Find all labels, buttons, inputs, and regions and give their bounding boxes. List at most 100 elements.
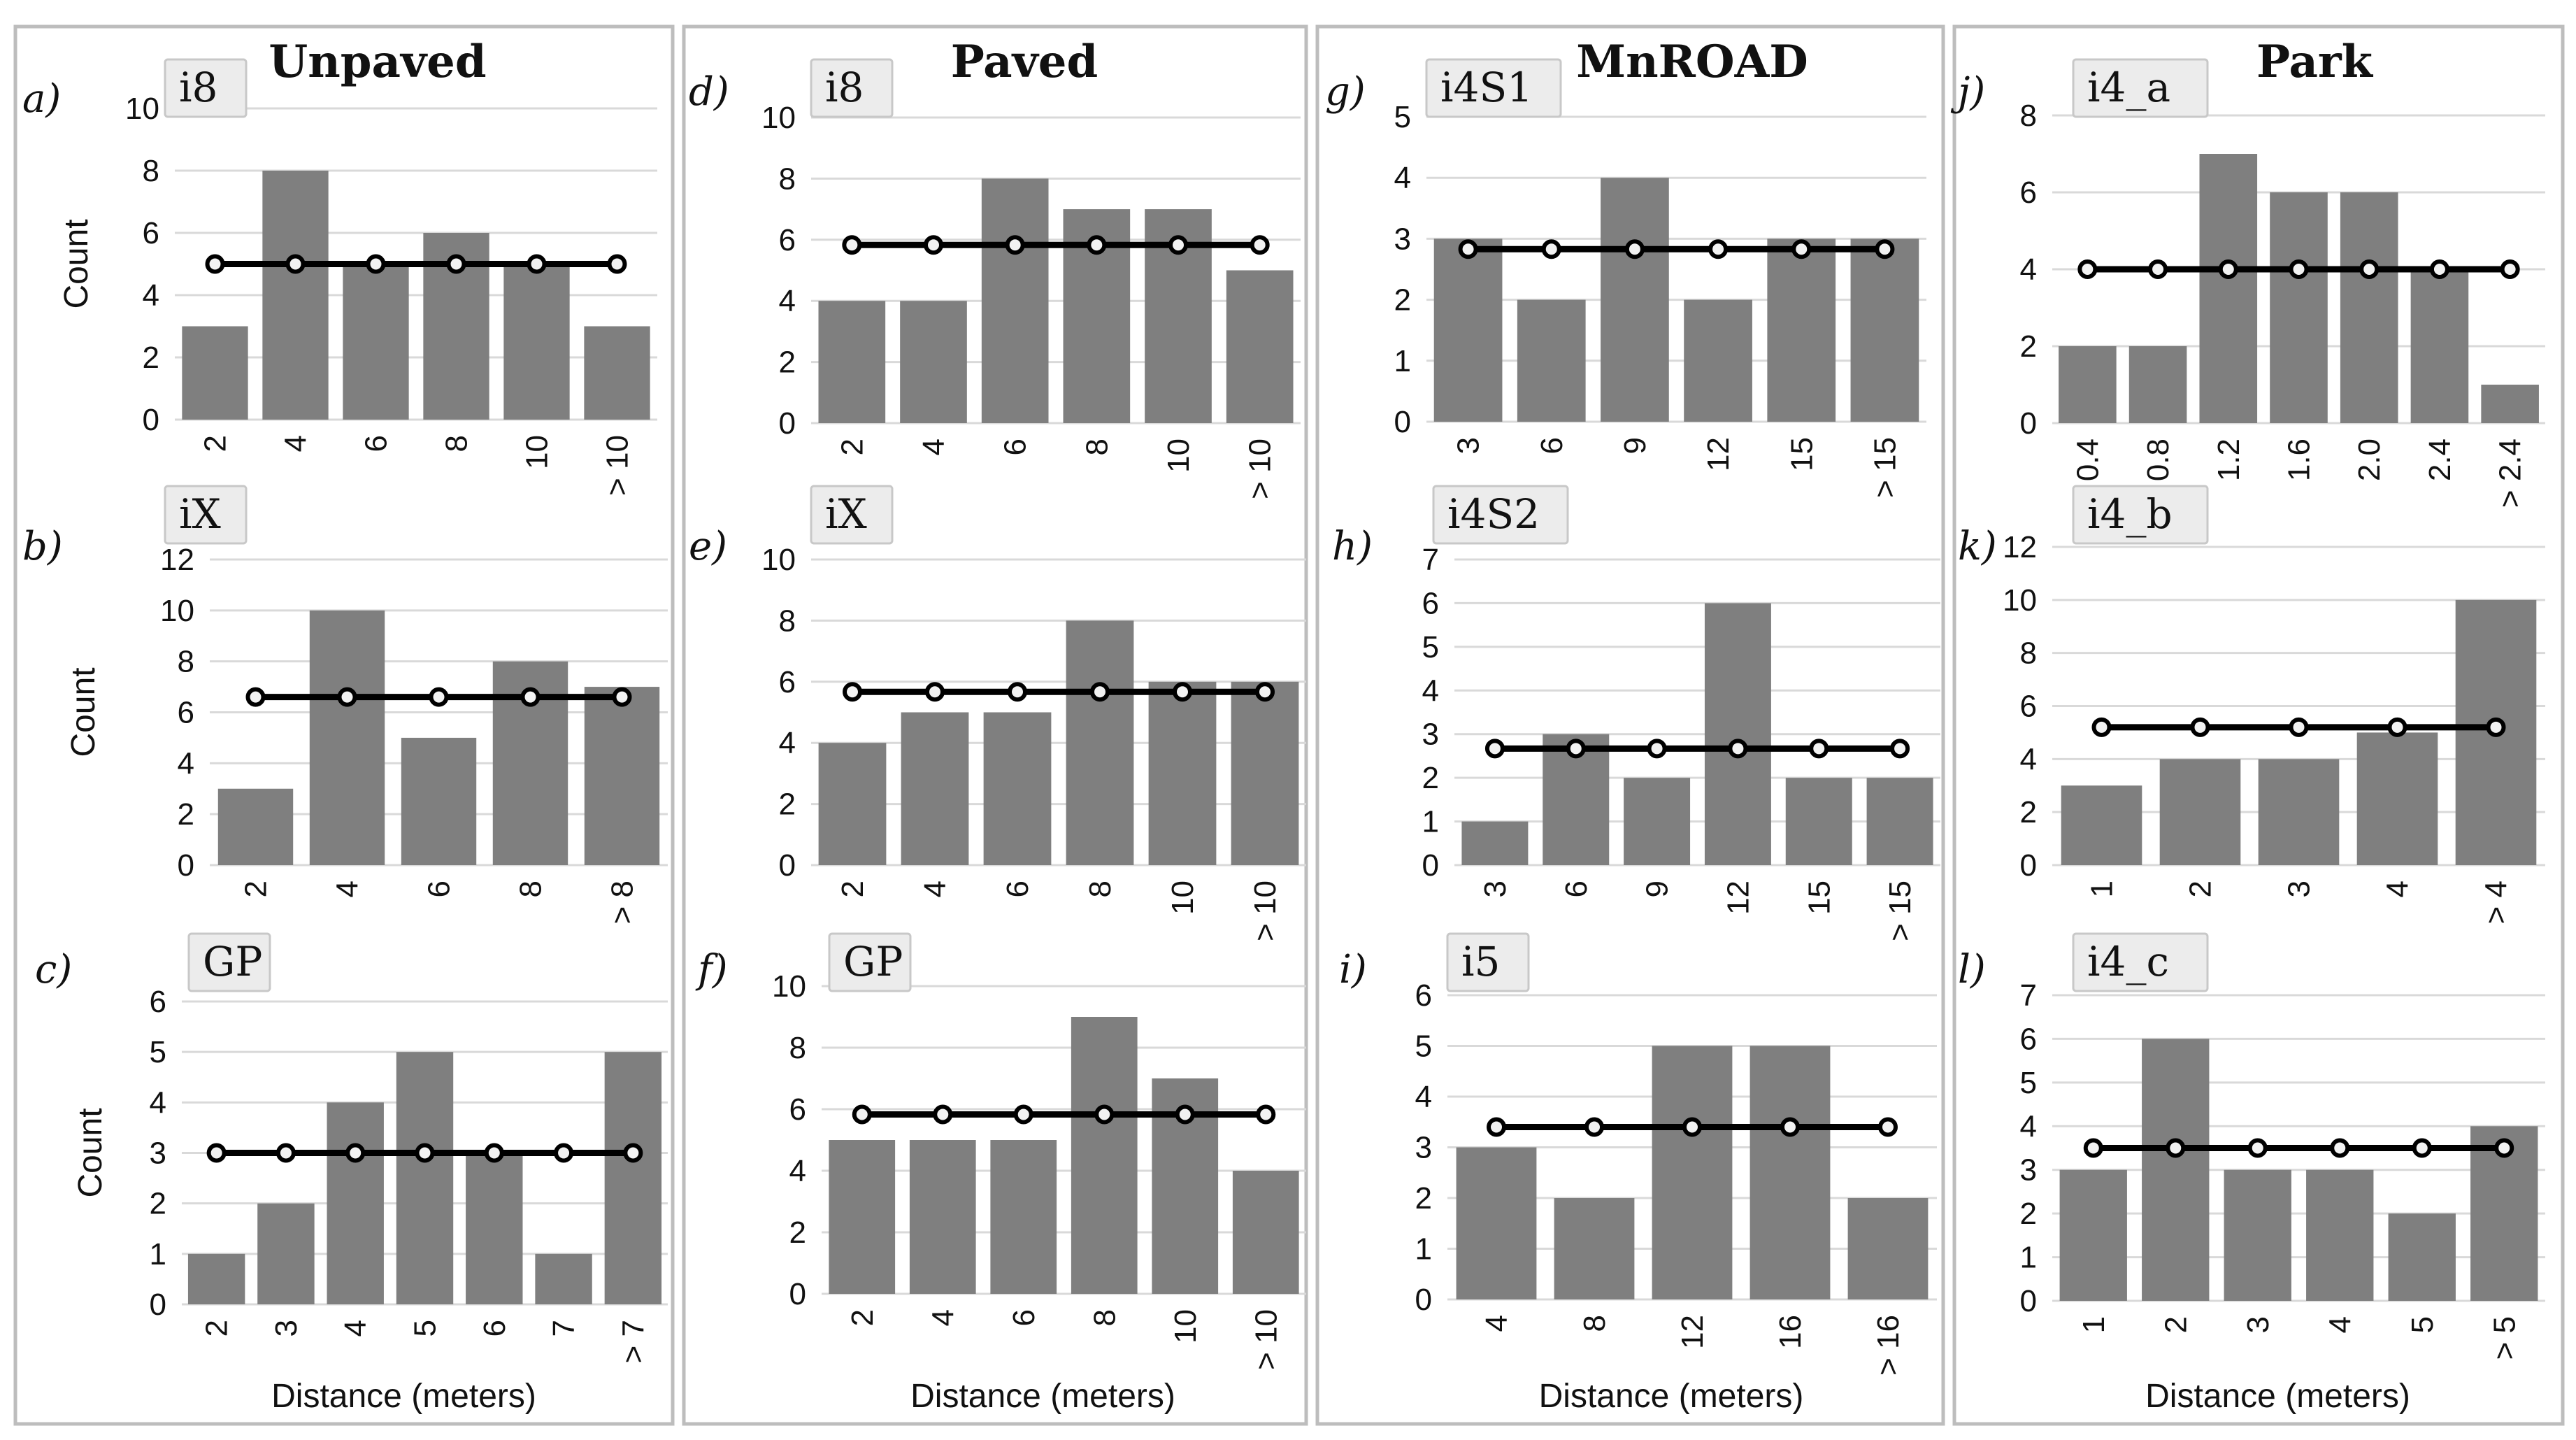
mean-marker — [2077, 259, 2098, 279]
y-tick-label: 2 — [2020, 1197, 2037, 1231]
mean-marker — [1008, 682, 1027, 702]
bar — [257, 1203, 315, 1304]
y-tick-label: 0 — [779, 406, 796, 441]
x-tick-label: 8 — [1577, 1315, 1612, 1332]
bar — [1624, 778, 1691, 865]
mean-marker — [1005, 235, 1025, 255]
panel-letter: i) — [1339, 947, 1367, 992]
mean-marker — [1013, 1104, 1033, 1125]
mean-marker — [1878, 1117, 1898, 1137]
x-tick-label: 6 — [422, 881, 457, 897]
y-tick-label: 2 — [1394, 283, 1411, 318]
bar — [983, 712, 1052, 865]
chart-d: 0 2 4 6 8 10 2 4 6 8 10 > 10 d) i8 — [689, 58, 1301, 499]
column-frame-park — [1952, 24, 2565, 1426]
mean-marker — [1780, 1117, 1800, 1137]
x-tick-label: 16 — [1773, 1315, 1808, 1349]
bar — [503, 264, 570, 420]
mean-marker — [933, 1104, 953, 1125]
column-title-park: Park — [2256, 36, 2374, 88]
y-tick-label: 6 — [2020, 1022, 2037, 1056]
panel-letter: h) — [1332, 524, 1373, 569]
column-frame-paved — [682, 24, 1308, 1426]
x-tick-label: 6 — [359, 435, 394, 452]
series-badge-text: i4_a — [2087, 64, 2170, 111]
bar — [2258, 759, 2340, 865]
bar — [2340, 192, 2398, 423]
x-tick-label: 2 — [2159, 1316, 2193, 1333]
mean-marker — [852, 1104, 872, 1125]
x-axis-title: Distance (meters) — [271, 1378, 536, 1415]
y-tick-label: 6 — [1422, 586, 1439, 620]
mean-marker — [2218, 259, 2238, 279]
series-badge — [1425, 58, 1562, 118]
mean-marker — [1094, 1104, 1115, 1125]
x-tick-label: 10 — [1161, 439, 1196, 473]
y-tick-label: 0 — [150, 1288, 166, 1322]
x-tick-label: 6 — [1007, 1309, 1041, 1326]
y-tick-label: 1 — [1422, 805, 1439, 839]
bar — [2481, 385, 2539, 423]
mean-marker — [2387, 717, 2407, 737]
y-tick-label: 0 — [143, 403, 159, 437]
y-tick-label: 5 — [2020, 1066, 2037, 1100]
mean-marker — [205, 254, 225, 274]
mean-marker — [2494, 1138, 2514, 1158]
y-tick-label: 2 — [779, 345, 796, 380]
panel-letter: f) — [695, 947, 728, 992]
mean-marker — [2289, 717, 2309, 737]
x-tick-label: 5 — [408, 1320, 443, 1336]
series-badge-text: GP — [203, 938, 262, 985]
x-tick-label: 2 — [200, 1320, 234, 1336]
y-tick-label: 4 — [1394, 161, 1411, 195]
x-tick-label: 2 — [835, 439, 869, 455]
chart-a: 0 2 4 6 8 10 2 4 6 8 10 > 10 a) i8 Count — [22, 58, 657, 496]
bar — [909, 1140, 976, 1294]
panel-letter: b) — [22, 524, 63, 569]
x-tick-label: 2 — [2184, 881, 2218, 897]
y-tick-label: 12 — [160, 543, 194, 577]
x-tick-label: 2.0 — [2352, 439, 2387, 481]
chart-l: 0 1 2 3 4 5 6 7 1 2 3 4 5 > 5 l) i4_c Distance (meters) — [1958, 932, 2545, 1415]
series-badge — [1446, 932, 1530, 992]
x-tick-label: 6 — [1001, 881, 1035, 897]
x-tick-label: 7 — [547, 1320, 581, 1336]
bar — [217, 788, 294, 865]
bar — [182, 326, 248, 420]
panel-letter: e) — [689, 524, 727, 569]
bar — [1767, 238, 1836, 422]
x-tick-label: > 8 — [606, 881, 640, 924]
y-axis-title: Count — [65, 667, 102, 757]
mean-marker — [520, 687, 541, 707]
y-tick-label: 4 — [789, 1154, 806, 1188]
chart-b: 0 2 4 6 8 10 12 2 4 6 8 > 8 b) iX Count — [22, 485, 668, 924]
bar — [466, 1153, 523, 1304]
x-tick-label: > 15 — [1868, 437, 1902, 498]
x-tick-label: 4 — [279, 435, 313, 452]
mean-marker — [1728, 739, 1748, 759]
y-tick-label: 0 — [789, 1277, 806, 1311]
bar — [187, 1253, 245, 1304]
mean-marker — [843, 682, 862, 702]
y-tick-label: 5 — [1394, 100, 1411, 134]
series-badge — [164, 485, 248, 545]
bar — [396, 1052, 454, 1304]
y-tick-label: 2 — [1422, 761, 1439, 795]
bar — [327, 1102, 384, 1304]
x-tick-label: 4 — [917, 439, 951, 455]
y-tick-label: 7 — [2020, 978, 2037, 1013]
panel-letter: c) — [35, 947, 72, 992]
y-tick-label: 4 — [2020, 742, 2037, 776]
y-tick-label: 2 — [178, 797, 194, 832]
bar — [1066, 620, 1134, 865]
y-tick-label: 0 — [2020, 406, 2037, 441]
bar — [901, 712, 969, 865]
y-tick-label: 0 — [1415, 1283, 1432, 1317]
panel-letter: l) — [1958, 947, 1986, 992]
y-tick-label: 2 — [2020, 329, 2037, 364]
x-tick-label: > 10 — [1248, 881, 1282, 941]
x-tick-label: 3 — [1478, 881, 1512, 897]
mean-marker — [429, 687, 449, 707]
